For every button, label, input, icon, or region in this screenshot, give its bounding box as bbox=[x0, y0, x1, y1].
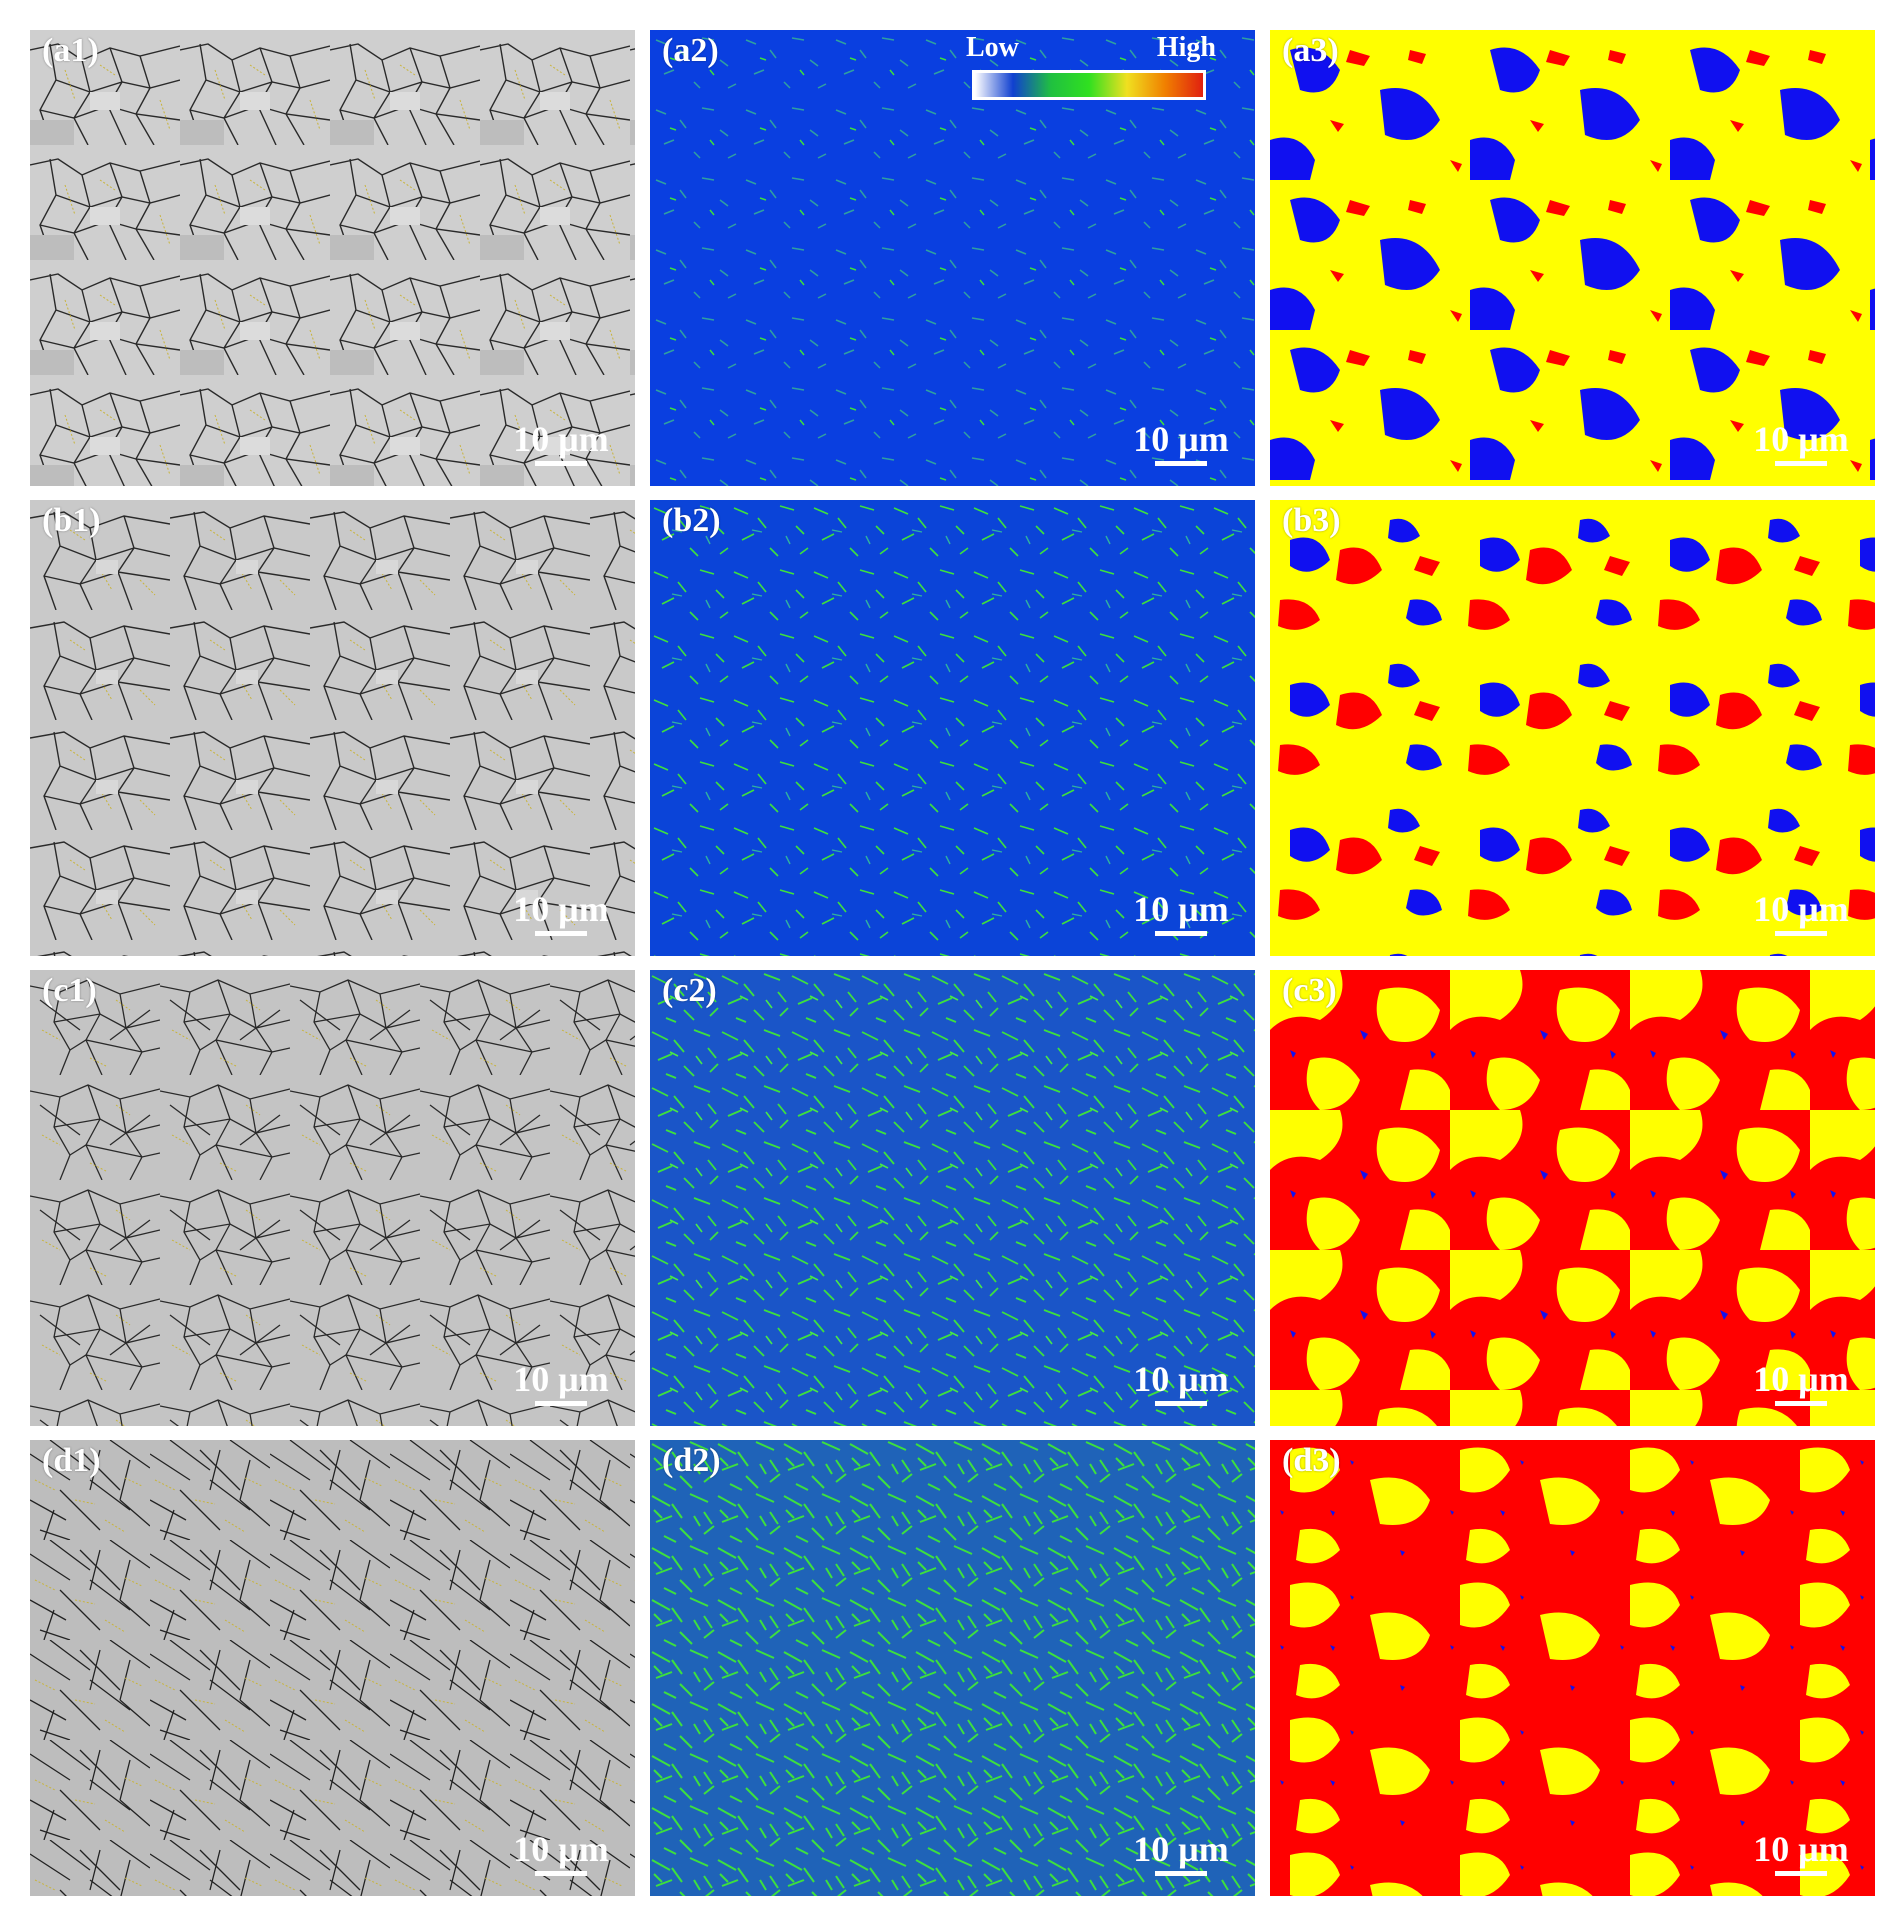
phase-map bbox=[1270, 1440, 1875, 1896]
figure-grid: (a1) 10 μm (a2) Low High 10 μm (a3) 10 μ… bbox=[30, 30, 1875, 1896]
band-contrast-map bbox=[30, 30, 635, 486]
panel-label: (b2) bbox=[662, 502, 721, 539]
scale-bar: 10 μm bbox=[1741, 421, 1861, 466]
scale-bar: 10 μm bbox=[501, 1831, 621, 1876]
panel-b1-band-contrast: (b1) 10 μm bbox=[30, 500, 635, 956]
scale-bar: 10 μm bbox=[1121, 1361, 1241, 1406]
scale-text: 10 μm bbox=[1753, 1829, 1849, 1869]
phase-map bbox=[1270, 30, 1875, 486]
panel-b3-phase-map: (b3) 10 μm bbox=[1270, 500, 1875, 956]
scale-bar: 10 μm bbox=[501, 1361, 621, 1406]
scale-bar: 10 μm bbox=[501, 421, 621, 466]
legend-low-label: Low bbox=[966, 32, 1019, 63]
band-contrast-map bbox=[30, 500, 635, 956]
scale-text: 10 μm bbox=[1133, 1829, 1229, 1869]
scale-text: 10 μm bbox=[513, 889, 609, 929]
scale-line bbox=[1775, 461, 1827, 466]
phase-map bbox=[1270, 500, 1875, 956]
panel-c1-band-contrast: (c1) 10 μm bbox=[30, 970, 635, 1426]
scale-bar: 10 μm bbox=[1741, 1831, 1861, 1876]
scale-text: 10 μm bbox=[1133, 889, 1229, 929]
scale-bar: 10 μm bbox=[501, 891, 621, 936]
panel-label: (a2) bbox=[662, 32, 719, 69]
scale-line bbox=[1775, 1401, 1827, 1406]
scale-line bbox=[1775, 931, 1827, 936]
kam-map bbox=[650, 1440, 1255, 1896]
panel-c2-kam-map: (c2) 10 μm bbox=[650, 970, 1255, 1426]
scale-bar: 10 μm bbox=[1741, 1361, 1861, 1406]
scale-line bbox=[1155, 1871, 1207, 1876]
panel-label: (b3) bbox=[1282, 502, 1341, 539]
scale-line bbox=[1155, 931, 1207, 936]
scale-text: 10 μm bbox=[513, 419, 609, 459]
scale-text: 10 μm bbox=[1753, 1359, 1849, 1399]
panel-label: (c1) bbox=[42, 972, 97, 1009]
scale-bar: 10 μm bbox=[1121, 891, 1241, 936]
panel-a2-kam-map: (a2) Low High 10 μm bbox=[650, 30, 1255, 486]
panel-d3-phase-map: (d3) 10 μm bbox=[1270, 1440, 1875, 1896]
scale-text: 10 μm bbox=[513, 1359, 609, 1399]
scale-text: 10 μm bbox=[513, 1829, 609, 1869]
legend-gradient bbox=[972, 70, 1206, 100]
scale-line bbox=[535, 1401, 587, 1406]
band-contrast-map bbox=[30, 1440, 635, 1896]
scale-line bbox=[1775, 1871, 1827, 1876]
legend-high-label: High bbox=[1156, 32, 1216, 63]
kam-map bbox=[650, 30, 1255, 486]
scale-line bbox=[1155, 461, 1207, 466]
panel-c3-phase-map: (c3) 10 μm bbox=[1270, 970, 1875, 1426]
scale-bar: 10 μm bbox=[1121, 421, 1241, 466]
scale-bar: 10 μm bbox=[1741, 891, 1861, 936]
panel-a3-phase-map: (a3) 10 μm bbox=[1270, 30, 1875, 486]
scale-line bbox=[1155, 1401, 1207, 1406]
scale-text: 10 μm bbox=[1133, 1359, 1229, 1399]
scale-bar: 10 μm bbox=[1121, 1831, 1241, 1876]
panel-label: (a1) bbox=[42, 32, 99, 69]
panel-b2-kam-map: (b2) 10 μm bbox=[650, 500, 1255, 956]
scale-line bbox=[535, 1871, 587, 1876]
scale-text: 10 μm bbox=[1753, 419, 1849, 459]
kam-map bbox=[650, 970, 1255, 1426]
color-legend: Low High bbox=[966, 34, 1216, 102]
panel-label: (c3) bbox=[1282, 972, 1337, 1009]
panel-label: (d1) bbox=[42, 1442, 101, 1479]
panel-label: (a3) bbox=[1282, 32, 1339, 69]
phase-map bbox=[1270, 970, 1875, 1426]
panel-label: (d2) bbox=[662, 1442, 721, 1479]
panel-d1-band-contrast: (d1) 10 μm bbox=[30, 1440, 635, 1896]
panel-label: (d3) bbox=[1282, 1442, 1341, 1479]
panel-label: (b1) bbox=[42, 502, 101, 539]
scale-line bbox=[535, 461, 587, 466]
kam-map bbox=[650, 500, 1255, 956]
panel-d2-kam-map: (d2) 10 μm bbox=[650, 1440, 1255, 1896]
scale-text: 10 μm bbox=[1133, 419, 1229, 459]
panel-a1-band-contrast: (a1) 10 μm bbox=[30, 30, 635, 486]
panel-label: (c2) bbox=[662, 972, 717, 1009]
band-contrast-map bbox=[30, 970, 635, 1426]
scale-line bbox=[535, 931, 587, 936]
scale-text: 10 μm bbox=[1753, 889, 1849, 929]
